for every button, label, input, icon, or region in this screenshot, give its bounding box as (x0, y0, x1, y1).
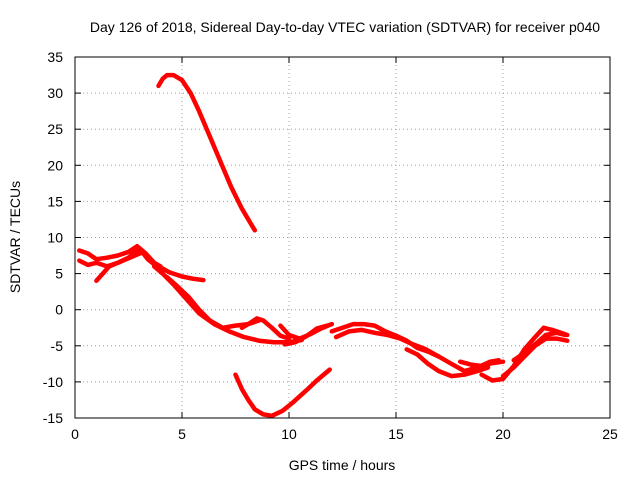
y-tick-label: -10 (43, 374, 63, 390)
series-arc-afternoon (329, 321, 442, 359)
series-arc-early-decline-b (164, 274, 262, 331)
axis-ticks (74, 56, 611, 419)
y-tick-label: 20 (47, 157, 63, 173)
series-layer (77, 72, 570, 419)
y-tick-label: -15 (43, 410, 63, 426)
x-tick-label: 25 (602, 426, 618, 442)
series-arc-early-side (156, 264, 206, 283)
y-tick-label: 25 (47, 121, 63, 137)
y-tick-label: 30 (47, 85, 63, 101)
series-arc-afternoon-b (333, 327, 501, 374)
y-tick-label: 35 (47, 49, 63, 65)
series-arc-late-e (511, 330, 568, 363)
series-arc-noon-b (282, 323, 330, 347)
series-arc-morning-c (94, 249, 146, 284)
y-tick-label: 10 (47, 230, 63, 246)
y-tick-label: 15 (47, 193, 63, 209)
y-tick-label: 0 (55, 302, 63, 318)
y-tick-label: -5 (51, 338, 64, 354)
x-tick-label: 0 (71, 426, 79, 442)
series-arc-midday-low (233, 367, 332, 419)
x-tick-label: 5 (178, 426, 186, 442)
y-axis-title: SDTVAR / TECUs (7, 181, 23, 293)
x-tick-labels: 0 5 10 15 20 25 (71, 426, 618, 442)
x-tick-label: 15 (388, 426, 404, 442)
x-tick-label: 20 (495, 426, 511, 442)
y-tick-labels: -15 -10 -5 0 5 10 15 20 25 30 35 (43, 49, 63, 426)
x-tick-label: 10 (281, 426, 297, 442)
series-arc-noon-bump (239, 316, 292, 341)
series-arc-early-high (156, 72, 258, 233)
grid-lines (75, 57, 610, 418)
x-axis-title: GPS time / hours (289, 457, 396, 473)
y-tick-label: 5 (55, 266, 63, 282)
series-arc-late (404, 347, 491, 379)
series-arc-early-decline (151, 264, 305, 345)
chart-title: Day 126 of 2018, Sidereal Day-to-day VTE… (90, 19, 600, 35)
series-arc-late-b (457, 359, 506, 369)
